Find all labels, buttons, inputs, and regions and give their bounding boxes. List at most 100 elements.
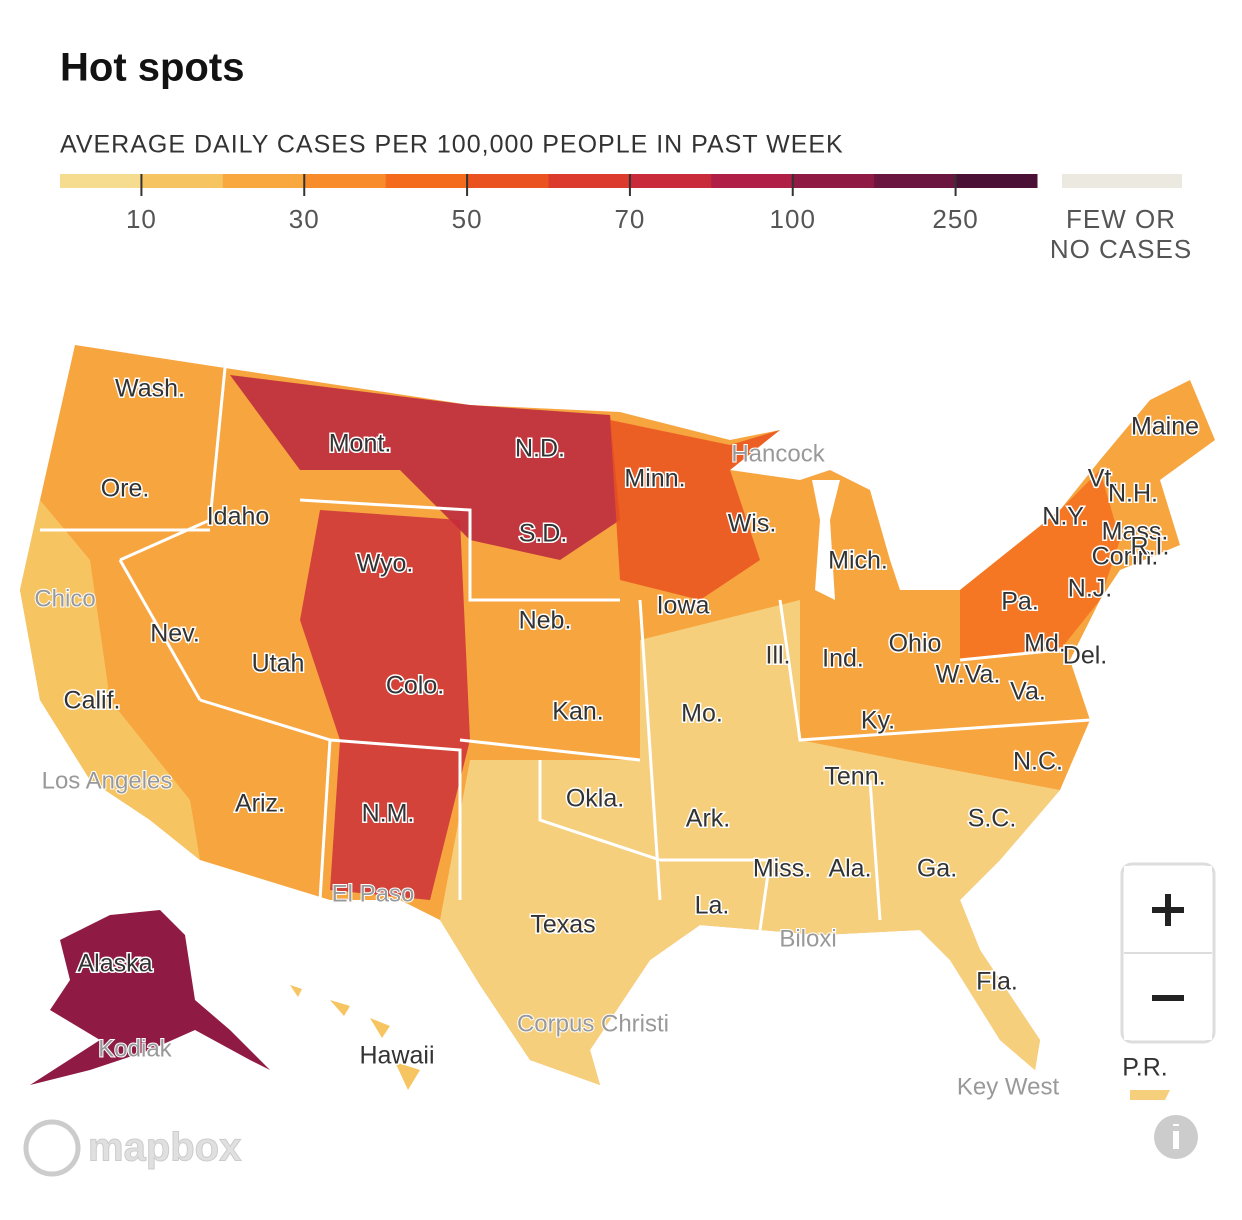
state-label: R.I. bbox=[1131, 533, 1170, 561]
plains-hotspot bbox=[230, 375, 620, 560]
state-label: Vt. bbox=[1088, 465, 1119, 493]
state-label: Calif. bbox=[64, 687, 121, 715]
state-label: Neb. bbox=[519, 607, 572, 635]
state-label: Maine bbox=[1131, 413, 1199, 441]
legend-label: AVERAGE DAILY CASES PER 100,000 PEOPLE I… bbox=[60, 131, 844, 159]
state-label: W.Va. bbox=[936, 661, 1001, 689]
title: Hot spots bbox=[60, 46, 244, 90]
state-label: Wis. bbox=[728, 510, 777, 538]
state-label: S.C. bbox=[968, 805, 1017, 833]
legend-tick-label: 30 bbox=[289, 204, 320, 234]
legend-swatch bbox=[60, 174, 142, 188]
no-data-label: FEW OR bbox=[1066, 204, 1176, 234]
state-label: Mass. bbox=[1102, 518, 1169, 546]
legend-swatch bbox=[874, 174, 957, 188]
city-label: Corpus Christi bbox=[517, 1010, 669, 1037]
state-label: Nev. bbox=[150, 620, 200, 648]
state-borders bbox=[40, 367, 1091, 931]
state-label: Mont. bbox=[329, 430, 392, 458]
state-label: Ariz. bbox=[235, 790, 285, 818]
state-label: Hawaii bbox=[359, 1042, 434, 1070]
legend-swatch bbox=[467, 174, 549, 188]
state-label: Wash. bbox=[115, 375, 185, 403]
state-label: Ore. bbox=[101, 475, 150, 503]
state-label: Ky. bbox=[861, 707, 895, 735]
zoom-control bbox=[1120, 862, 1216, 1044]
legend-swatch bbox=[548, 174, 631, 188]
southeast-region bbox=[440, 600, 1060, 1085]
legend-swatch bbox=[141, 174, 224, 188]
state-label: Ill. bbox=[766, 642, 791, 670]
legend-swatch bbox=[792, 174, 875, 188]
state-label: Conn. bbox=[1092, 543, 1159, 571]
state-label: Kan. bbox=[552, 698, 603, 726]
hawaii bbox=[290, 985, 420, 1090]
state-label: S.D. bbox=[519, 520, 568, 548]
state-label: Fla. bbox=[976, 968, 1018, 996]
puerto-rico bbox=[1130, 1090, 1170, 1100]
state-label: Del. bbox=[1063, 642, 1107, 670]
state-label: Md. bbox=[1024, 630, 1066, 658]
no-data-label: NO CASES bbox=[1050, 234, 1192, 264]
city-label: Chico bbox=[34, 585, 95, 612]
state-label: Idaho bbox=[207, 503, 270, 531]
no-data-swatch bbox=[1062, 174, 1182, 188]
zoom-in[interactable] bbox=[1124, 866, 1212, 952]
state-label: Ga. bbox=[917, 855, 957, 883]
city-label: El Paso bbox=[332, 880, 415, 907]
legend-swatch bbox=[385, 174, 468, 188]
city-label: Biloxi bbox=[779, 925, 836, 952]
state-label: Colo. bbox=[386, 672, 444, 700]
state-label: N.Y. bbox=[1042, 503, 1087, 531]
mountain-hotspot bbox=[300, 510, 470, 900]
state-label: Ohio bbox=[889, 630, 942, 658]
legend-tick-label: 50 bbox=[452, 204, 483, 234]
mapbox-icon bbox=[23, 1119, 81, 1177]
state-label: Utah bbox=[252, 650, 305, 678]
map-labels: Wash. Mont. N.D. Minn. Maine Vt.N.H. Ore. Idaho… bbox=[33, 373, 1200, 1101]
midwest-region bbox=[610, 420, 780, 600]
state-label: Alaska bbox=[77, 950, 152, 978]
legend-swatch bbox=[222, 174, 305, 188]
state-label: Okla. bbox=[566, 785, 624, 813]
info-button[interactable] bbox=[1154, 1115, 1198, 1159]
legend-tick-label: 250 bbox=[932, 204, 978, 234]
legend-swatch bbox=[955, 174, 1038, 188]
state-label: P.R. bbox=[1122, 1054, 1167, 1082]
california-region bbox=[20, 500, 200, 860]
northeast-region bbox=[960, 470, 1120, 660]
legend-swatch bbox=[711, 174, 794, 188]
legend-swatch bbox=[304, 174, 387, 188]
plus-icon bbox=[1152, 894, 1184, 926]
city-label: Hancock bbox=[731, 440, 825, 467]
state-label: Ala. bbox=[828, 855, 871, 883]
state-label: Iowa bbox=[657, 592, 710, 620]
alaska bbox=[30, 910, 270, 1085]
state-label: Ind. bbox=[822, 645, 864, 673]
mapbox-wordmark: mapbox bbox=[88, 1126, 241, 1170]
state-label: N.M. bbox=[362, 800, 415, 828]
zoom-out[interactable] bbox=[1124, 955, 1212, 1040]
lake-michigan bbox=[812, 480, 840, 600]
state-label: N.J. bbox=[1068, 575, 1112, 603]
state-label: N.H. bbox=[1108, 480, 1158, 508]
city-label: Los Angeles bbox=[42, 767, 173, 794]
state-label: Wyo. bbox=[357, 550, 414, 578]
state-label: La. bbox=[695, 892, 730, 920]
state-label: Pa. bbox=[1001, 588, 1039, 616]
state-label: Texas bbox=[530, 911, 595, 939]
state-label: Mo. bbox=[681, 700, 723, 728]
mapbox-logo[interactable]: mapbox bbox=[23, 1119, 242, 1177]
state-label: Minn. bbox=[624, 465, 685, 493]
city-label: Kodiak bbox=[98, 1035, 172, 1062]
state-label: Tenn. bbox=[824, 763, 885, 791]
state-label: Miss. bbox=[753, 855, 811, 883]
state-label: N.C. bbox=[1013, 748, 1063, 776]
legend-tick-label: 10 bbox=[126, 204, 157, 234]
state-label: Ark. bbox=[686, 805, 730, 833]
state-label: Va. bbox=[1010, 678, 1046, 706]
state-label: N.D. bbox=[515, 435, 565, 463]
